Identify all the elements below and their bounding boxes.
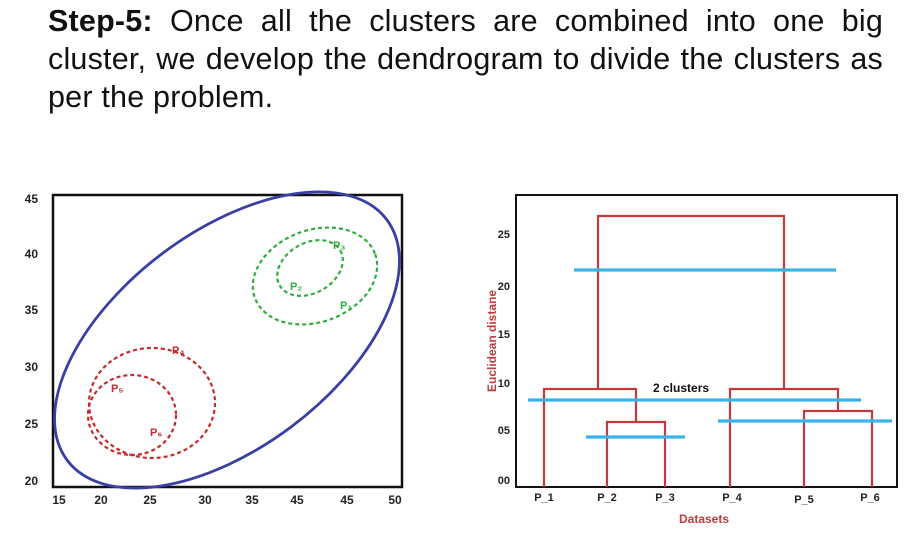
- y-tick-label: 25: [498, 229, 510, 241]
- dendrogram-frame: [515, 194, 898, 488]
- step-description: Once all the clusters are combined into …: [48, 4, 883, 114]
- x-tick-label: 25: [143, 493, 157, 507]
- y-tick-label: 05: [498, 425, 510, 437]
- x-tick-label: 30: [198, 493, 212, 507]
- y-tick-label: 20: [498, 281, 510, 293]
- leaf-label: P_6: [860, 492, 880, 504]
- y-tick-label: 20: [25, 474, 39, 488]
- leaf-label: P_2: [597, 492, 617, 504]
- y-tick-label: 25: [25, 417, 39, 431]
- dendrogram-link-p1-group: [542, 387, 638, 487]
- leaf-label: P_4: [722, 492, 742, 504]
- leaf-label: P_1: [534, 492, 554, 504]
- point-p1: P₁: [340, 300, 352, 312]
- y-tick-label: 45: [25, 192, 39, 206]
- heading-text: Step-5: Once all the clusters are combin…: [48, 2, 883, 116]
- x-tick-label: 45: [290, 493, 304, 507]
- y-tick-label: 15: [498, 329, 510, 341]
- dendrogram-y-axis-label: Euclidean distane: [485, 290, 499, 392]
- y-tick-label: 00: [498, 475, 510, 487]
- outer-cluster-ellipse: [53, 190, 401, 490]
- two-clusters-annotation: 2 clusters: [653, 381, 709, 395]
- point-p3: P₃: [333, 240, 345, 252]
- y-tick-label: 30: [25, 360, 39, 374]
- dendrogram-link-root: [596, 214, 786, 389]
- cluster-scatter-figure: 45 40 35 30 25 20 15 20 25 30 35 45 45 5…: [25, 190, 404, 507]
- y-tick-label: 35: [25, 303, 39, 317]
- green-cluster-inner: [276, 239, 344, 297]
- y-tick-label: 10: [498, 378, 510, 390]
- point-p5: P₅: [111, 383, 123, 395]
- y-tick-label: 40: [25, 247, 39, 261]
- point-p4: P₄: [172, 345, 185, 357]
- x-tick-label: 20: [94, 493, 108, 507]
- x-tick-label: 35: [245, 493, 259, 507]
- x-tick-label: 15: [52, 493, 66, 507]
- leaf-label: P_5: [794, 494, 814, 506]
- red-cluster-inner: [86, 373, 178, 457]
- dendrogram-figure: Euclidean distane 25 20 15 10 05 00 2 cl…: [485, 194, 898, 526]
- dendrogram-x-axis-label: Datasets: [679, 512, 729, 526]
- step-label: Step-5:: [48, 4, 153, 38]
- scatter-plot-frame: [51, 193, 404, 489]
- x-tick-label: 45: [340, 493, 354, 507]
- point-p2: P₂: [290, 281, 302, 293]
- green-cluster-outer: [251, 226, 379, 326]
- leaf-label: P_3: [655, 492, 675, 504]
- point-p6: P₆: [150, 427, 162, 439]
- x-tick-label: 50: [388, 493, 402, 507]
